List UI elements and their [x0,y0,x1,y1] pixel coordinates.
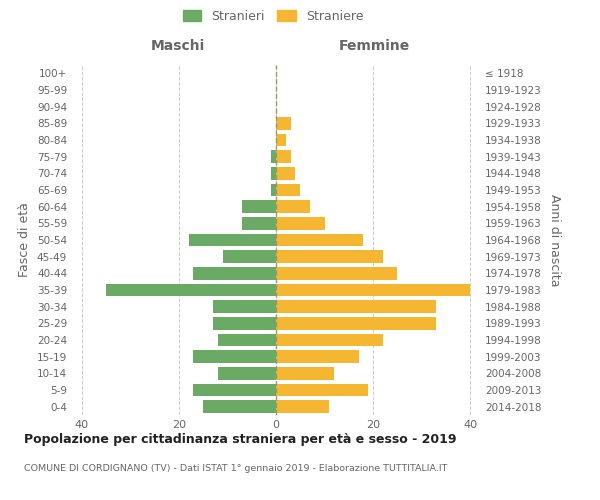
Bar [242,200,276,213]
Text: Femmine: Femmine [338,40,410,54]
Bar [276,134,286,146]
Bar [271,184,276,196]
Bar [218,367,276,380]
Bar [193,350,276,363]
Bar [276,200,310,213]
Legend: Stranieri, Straniere: Stranieri, Straniere [179,6,367,26]
Bar [276,300,436,313]
Bar [276,250,383,263]
Bar [276,384,368,396]
Bar [213,300,276,313]
Text: Popolazione per cittadinanza straniera per età e sesso - 2019: Popolazione per cittadinanza straniera p… [24,432,457,446]
Bar [276,217,325,230]
Text: Maschi: Maschi [151,40,205,54]
Bar [276,367,334,380]
Bar [276,234,364,246]
Y-axis label: Fasce di età: Fasce di età [19,202,31,278]
Bar [276,284,470,296]
Bar [203,400,276,413]
Bar [276,117,290,130]
Bar [242,217,276,230]
Bar [213,317,276,330]
Bar [276,167,295,179]
Bar [276,350,359,363]
Bar [218,334,276,346]
Bar [188,234,276,246]
Bar [276,334,383,346]
Bar [193,267,276,280]
Y-axis label: Anni di nascita: Anni di nascita [548,194,561,286]
Bar [271,167,276,179]
Bar [223,250,276,263]
Bar [106,284,276,296]
Text: COMUNE DI CORDIGNANO (TV) - Dati ISTAT 1° gennaio 2019 - Elaborazione TUTTITALIA: COMUNE DI CORDIGNANO (TV) - Dati ISTAT 1… [24,464,448,473]
Bar [276,400,329,413]
Bar [193,384,276,396]
Bar [276,184,300,196]
Bar [276,150,290,163]
Bar [276,267,397,280]
Bar [276,317,436,330]
Bar [271,150,276,163]
